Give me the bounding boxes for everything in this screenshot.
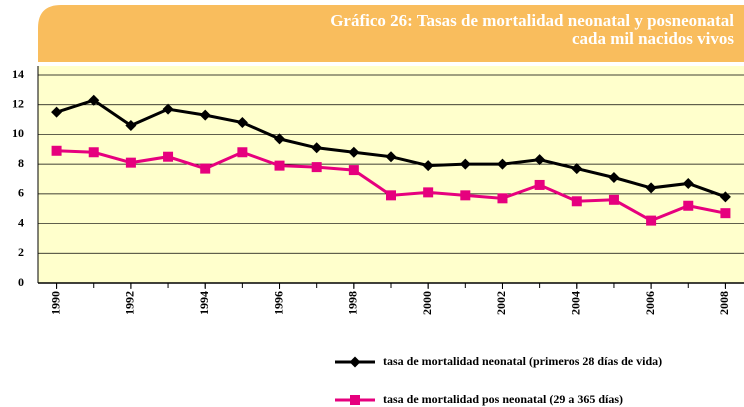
chart-title: Gráfico 26: Tasas de mortalidad neonatal… [330, 11, 734, 30]
y-tick-label: 12 [12, 96, 24, 110]
x-tick-label: 2008 [717, 291, 731, 315]
marker [88, 94, 100, 106]
legend-label: tasa de mortalidad neonatal (primeros 28… [383, 354, 662, 368]
legend-marker [349, 356, 361, 368]
title-banner [38, 5, 744, 62]
legend-label: tasa de mortalidad pos neonatal (29 a 36… [383, 392, 623, 406]
marker [274, 160, 285, 171]
marker [571, 196, 582, 207]
marker [497, 193, 508, 204]
marker [199, 109, 211, 121]
marker [311, 162, 322, 173]
chart-title: cada mil nacidos vivos [572, 29, 734, 48]
marker [51, 106, 63, 118]
marker [348, 165, 359, 176]
y-tick-label: 6 [18, 186, 24, 200]
x-tick-label: 1998 [346, 291, 360, 315]
marker [51, 145, 62, 156]
y-tick-label: 4 [18, 215, 24, 229]
marker [386, 190, 396, 201]
x-tick-label: 2006 [643, 291, 657, 315]
marker [274, 133, 286, 145]
legend-marker [350, 395, 360, 405]
marker [645, 182, 657, 194]
marker [534, 154, 546, 166]
y-tick-label: 0 [18, 275, 24, 289]
marker [163, 151, 174, 162]
marker [496, 158, 508, 170]
x-tick-label: 1996 [271, 291, 285, 315]
y-tick-label: 2 [18, 245, 24, 259]
x-tick-label: 1994 [197, 291, 211, 315]
marker [719, 191, 731, 203]
marker [348, 146, 360, 158]
x-tick-label: 2002 [494, 291, 508, 315]
marker [88, 147, 99, 158]
marker [646, 215, 657, 226]
plot-area [38, 66, 744, 283]
marker [459, 158, 471, 170]
marker [608, 172, 620, 184]
marker [385, 151, 397, 163]
marker [460, 190, 471, 201]
marker [125, 120, 137, 132]
marker [236, 117, 248, 129]
marker [608, 194, 619, 205]
y-tick-label: 10 [12, 126, 24, 140]
x-tick-label: 2004 [569, 291, 583, 315]
x-tick-label: 2000 [420, 291, 434, 315]
marker [200, 163, 211, 174]
x-tick-label: 1990 [48, 291, 62, 315]
y-tick-label: 14 [12, 67, 24, 81]
marker [422, 160, 434, 172]
marker [125, 157, 136, 168]
marker [311, 142, 323, 154]
marker [683, 200, 694, 211]
marker [162, 103, 174, 115]
x-tick-label: 1992 [123, 291, 137, 315]
y-tick-label: 8 [18, 156, 24, 170]
marker [720, 208, 731, 219]
marker [571, 163, 583, 175]
marker [682, 177, 694, 189]
marker [423, 187, 434, 198]
marker [237, 147, 248, 158]
marker [534, 179, 545, 190]
